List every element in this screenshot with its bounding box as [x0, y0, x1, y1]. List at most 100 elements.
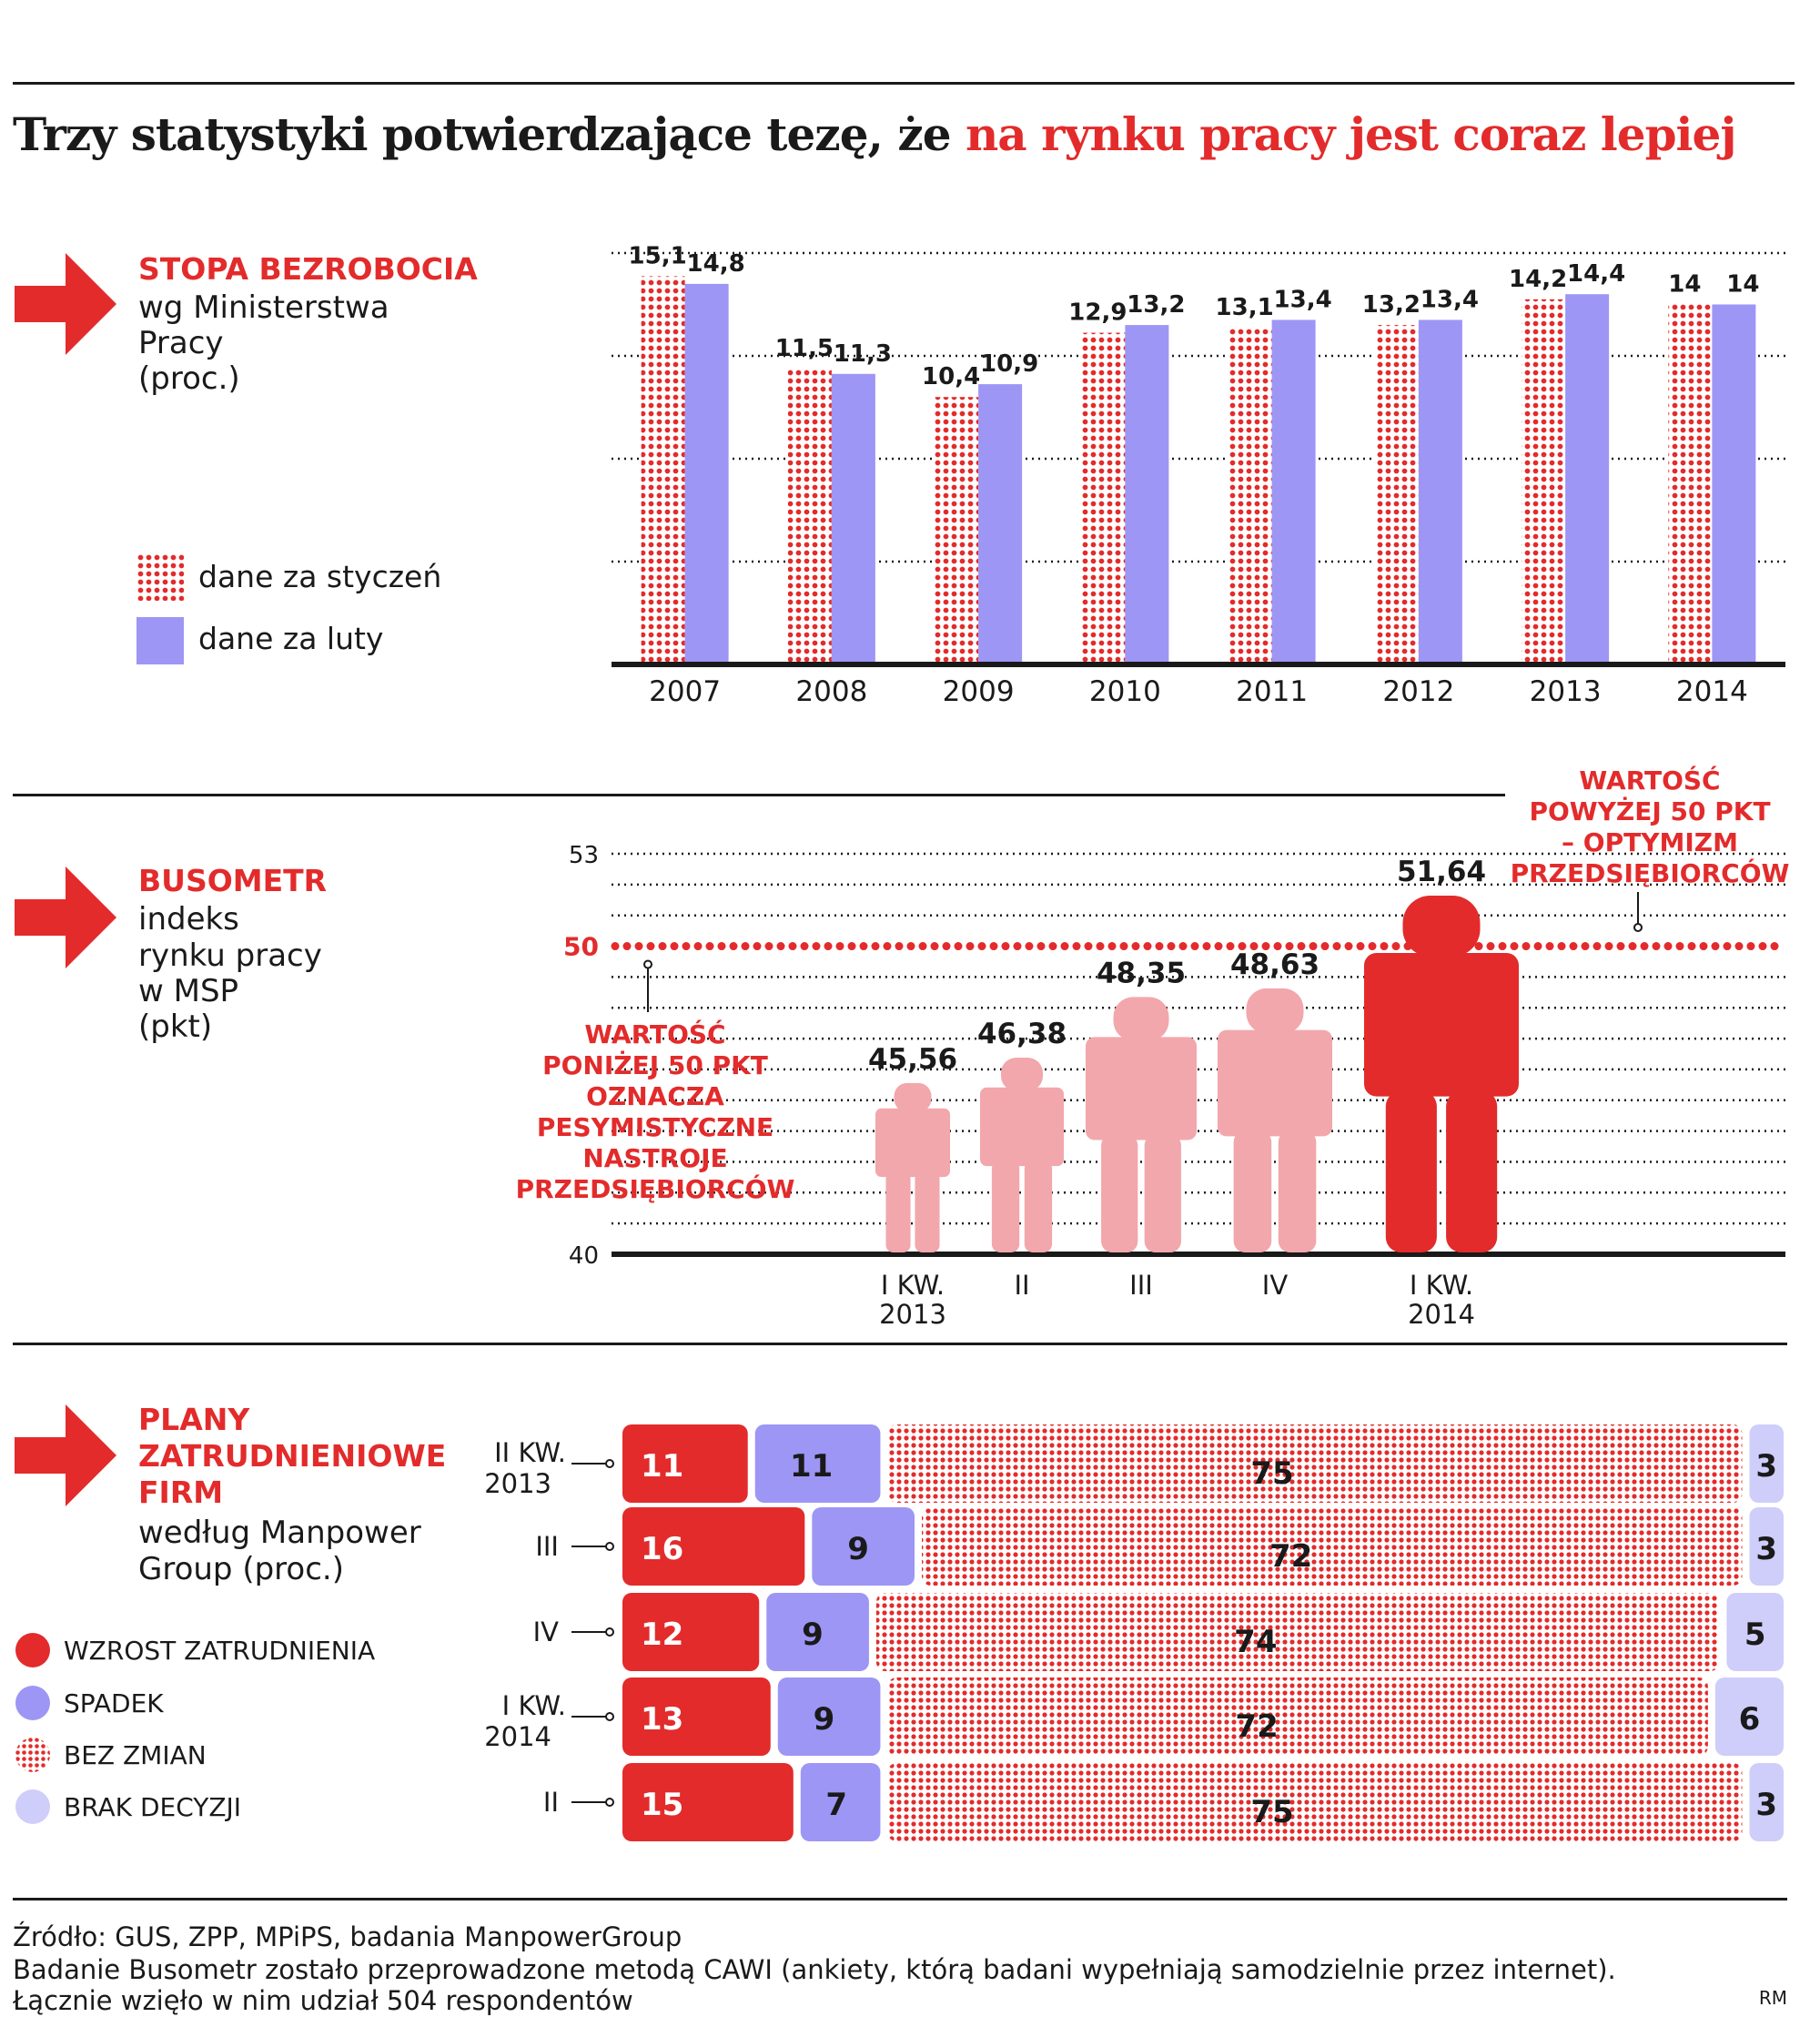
value-label-feb: 14,8 — [687, 250, 745, 278]
section1-subtitle-1: wg Ministerstwa — [138, 289, 389, 326]
row-pin — [605, 1542, 614, 1551]
segment-value: 9 — [802, 1617, 824, 1653]
person-leg-right — [1446, 1090, 1498, 1252]
x-tick-label: I KW. — [881, 1270, 945, 1301]
hiring-plans-chart: 11 11 75 3 II KW.2013 16 9 72 3 III 12 9 74 5 IV 13 9 72 6… — [484, 1424, 1784, 1841]
pale-dot-icon — [15, 1789, 50, 1824]
legend-nochange-label: BEZ ZMIAN — [64, 1740, 207, 1770]
person-leg-right — [915, 1171, 940, 1252]
section3-subtitle-2: Group (proc.) — [138, 1551, 344, 1587]
x-tick-label: III — [1129, 1270, 1153, 1301]
value-label: 51,64 — [1397, 856, 1486, 888]
segment-growth — [622, 1424, 748, 1503]
person-leg-left — [1233, 1130, 1272, 1252]
person-leg-left — [1385, 1090, 1437, 1252]
bar-jan-2013 — [1522, 299, 1566, 664]
footer-respondents: Łącznie wzięło w nim udział 504 responde… — [13, 1985, 633, 2016]
bar-jan-2014 — [1668, 304, 1713, 664]
note-left-line: PESYMISTYCZNE — [537, 1112, 774, 1142]
segment-nochange — [922, 1507, 1743, 1586]
person-leg-left — [885, 1171, 911, 1252]
section2-rule — [13, 794, 1505, 796]
row-label: II — [543, 1787, 559, 1818]
segment-decline — [754, 1424, 881, 1503]
section3-title-3: FIRM — [138, 1475, 224, 1510]
footer-rule — [13, 1898, 1787, 1900]
segment-growth — [622, 1593, 760, 1671]
bar-feb-2007 — [684, 283, 729, 664]
legend-growth-label: WZROST ZATRUDNIENIA — [64, 1636, 376, 1666]
note-left-pin — [643, 959, 652, 969]
bar-jan-2012 — [1374, 325, 1419, 664]
row-label: II KW. — [494, 1437, 566, 1468]
section1-title: STOPA BEZROBOCIA — [138, 251, 478, 287]
person-head — [1001, 1058, 1043, 1091]
x-tick-label: 2011 — [1236, 675, 1308, 708]
row-label: I KW. — [502, 1690, 566, 1721]
value-label-jan: 15,1 — [629, 242, 687, 269]
x-tick-label: 2014 — [1408, 1299, 1475, 1330]
legend-jan-label: dane za styczeń — [198, 559, 442, 594]
footer-method: Badanie Busometr zostało przeprowadzone … — [13, 1954, 1616, 1985]
person-head — [1402, 896, 1481, 958]
bar-feb-2011 — [1271, 319, 1316, 664]
segment-value: 16 — [641, 1531, 683, 1567]
section3-title-2: ZATRUDNIENIOWE — [138, 1438, 447, 1474]
footer-source: Źródło: GUS, ZPP, MPiPS, badania Manpowe… — [13, 1921, 682, 1952]
x-tick-label: 2009 — [943, 675, 1015, 708]
y-tick-label: 50 — [563, 932, 599, 962]
segment-growth — [622, 1507, 805, 1586]
person-leg-left — [991, 1161, 1020, 1252]
person-head — [894, 1082, 932, 1112]
bar-jan-2011 — [1228, 327, 1272, 664]
row-pin — [605, 1798, 614, 1807]
value-label: 48,35 — [1097, 957, 1186, 989]
note-right-line: PRZEDSIĘBIORCÓW — [1511, 857, 1790, 888]
segment-value: 5 — [1744, 1617, 1766, 1653]
y-tick-label: 40 — [569, 1242, 599, 1270]
bar-feb-2009 — [978, 384, 1023, 664]
segment-value: 75 — [1250, 1455, 1293, 1492]
person-figure — [1364, 896, 1519, 1252]
section1-subtitle-3: (proc.) — [138, 360, 240, 397]
segment-value: 15 — [641, 1787, 683, 1823]
section2-arrow-icon — [15, 867, 116, 968]
value-label-feb: 13,4 — [1274, 286, 1332, 313]
title-main: Trzy statystyki potwierdzające tezę, że — [13, 107, 966, 161]
person-leg-right — [1278, 1130, 1317, 1252]
row-label: III — [535, 1531, 559, 1562]
person-leg-right — [1144, 1134, 1181, 1252]
x-tick-label: 2010 — [1089, 675, 1161, 708]
person-figure — [1086, 997, 1197, 1252]
bar-feb-2008 — [831, 373, 875, 664]
row-pin — [605, 1459, 614, 1468]
segment-value: 3 — [1755, 1448, 1777, 1485]
title-highlight: na rynku pracy jest coraz lepiej — [965, 107, 1736, 161]
segment-nochange — [887, 1677, 1708, 1756]
row-label: 2013 — [484, 1468, 551, 1499]
x-tick-label: IV — [1262, 1270, 1289, 1301]
section3-subtitle-1: według Manpower — [138, 1515, 421, 1551]
person-figure — [1218, 988, 1332, 1252]
segment-value: 11 — [641, 1448, 683, 1485]
bar-jan-2007 — [641, 276, 685, 664]
segment-value: 9 — [847, 1531, 869, 1567]
segment-value: 75 — [1250, 1794, 1293, 1830]
note-right-line: WARTOŚĆ — [1579, 765, 1720, 796]
value-label-feb: 11,3 — [834, 340, 892, 368]
value-label-jan: 13,2 — [1362, 291, 1421, 319]
unemployment-chart: 15,1 14,8 2007 11,5 11,3 2008 10,4 10,9 2009 12,9… — [612, 242, 1785, 708]
value-label: 48,63 — [1230, 948, 1320, 981]
person-torso — [1364, 953, 1519, 1097]
person-figure — [980, 1058, 1064, 1252]
x-tick-label: 2012 — [1382, 675, 1454, 708]
x-tick-label: 2013 — [879, 1299, 946, 1330]
person-head — [1113, 997, 1169, 1041]
value-label-jan: 14 — [1668, 271, 1701, 299]
top-rule — [13, 82, 1795, 85]
segment-undecided — [1726, 1593, 1784, 1671]
value-label-feb: 14 — [1726, 271, 1759, 299]
page-title: Trzy statystyki potwierdzające tezę, że … — [13, 107, 1736, 161]
x-tick-label: 2007 — [649, 675, 721, 708]
person-leg-right — [1024, 1161, 1053, 1252]
